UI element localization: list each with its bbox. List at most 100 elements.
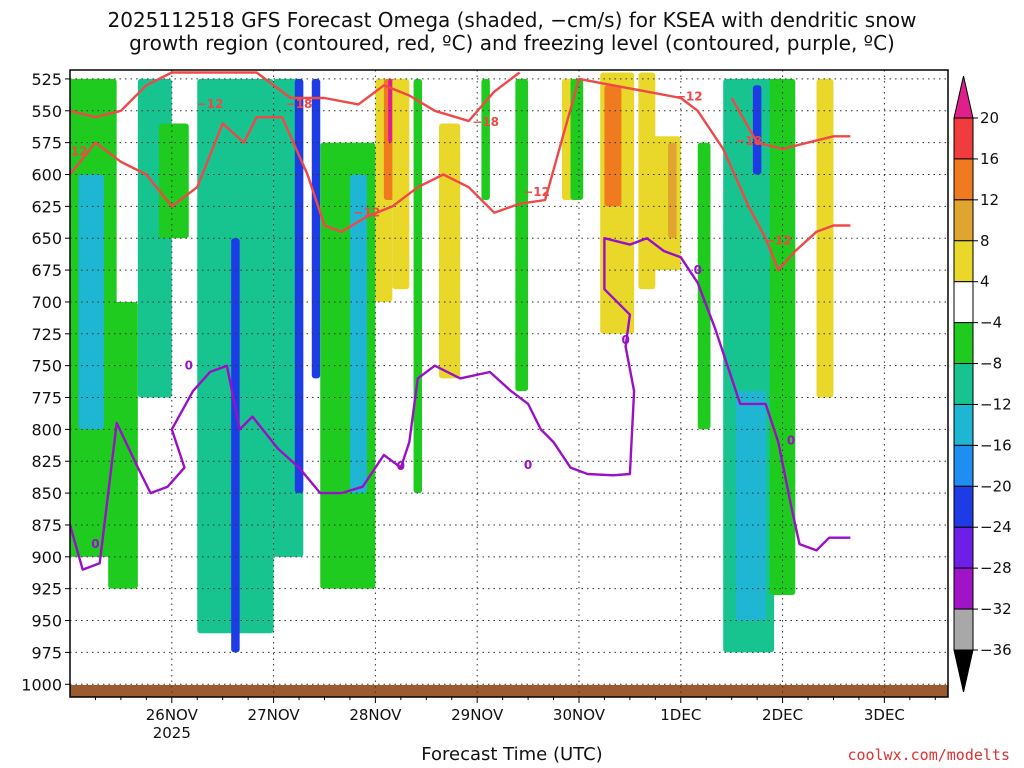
x-tick-label: 28NOV — [349, 706, 402, 724]
colorbar-swatch — [953, 199, 974, 242]
colorbar-swatch — [953, 567, 974, 610]
colorbar-label: −4 — [980, 314, 1002, 332]
colorbar-min-triangle — [953, 649, 974, 693]
y-tick-label: 1000 — [21, 675, 62, 694]
y-tick-label: 650 — [31, 229, 62, 248]
x-year-label: 2025 — [153, 724, 191, 742]
chart-title-line1: 2025112518 GFS Forecast Omega (shaded, −… — [107, 8, 917, 32]
omega-region-26 — [668, 142, 677, 239]
y-tick-label: 550 — [31, 102, 62, 121]
colorbar-swatch — [953, 322, 974, 365]
colorbar-swatch — [953, 281, 974, 324]
omega-region-8 — [294, 78, 304, 494]
omega-region-6 — [231, 238, 240, 653]
colorbar-swatch — [953, 608, 974, 651]
x-tick-label: 1DEC — [660, 706, 701, 724]
colorbar-label: −12 — [980, 395, 1012, 413]
x-tick-label: 2DEC — [762, 706, 803, 724]
x-tick-label: 27NOV — [248, 706, 301, 724]
y-tick-label: 950 — [31, 612, 62, 631]
y-tick-label: 625 — [31, 197, 62, 216]
omega-region-23 — [604, 85, 622, 207]
colorbar-swatch — [953, 240, 974, 283]
colorbar-label: 16 — [980, 150, 999, 168]
chart-title-line2: growth region (contoured, red, ºC) and f… — [129, 31, 895, 55]
colorbar-label: −8 — [980, 355, 1002, 373]
colorbar-max-triangle — [953, 75, 974, 119]
y-tick-label: 525 — [31, 70, 62, 89]
omega-region-11 — [349, 174, 367, 494]
x-tick-label: 26NOV — [146, 706, 199, 724]
omega-region-21 — [570, 78, 584, 200]
y-tick-label: 575 — [31, 134, 62, 153]
x-tick-label: 30NOV — [553, 706, 606, 724]
contour-label: 0 — [397, 459, 405, 473]
omega-region-9 — [311, 78, 321, 379]
contour-label: 0 — [787, 434, 795, 448]
colorbar-label: −24 — [980, 518, 1012, 536]
omega-region-18 — [481, 78, 490, 200]
contour-label: 0 — [91, 537, 99, 551]
colorbar-swatch — [953, 117, 974, 160]
omega-region-17 — [439, 123, 461, 379]
omega-region-30 — [752, 85, 762, 175]
contour-label: −18 — [735, 134, 762, 148]
colorbar-swatch — [953, 444, 974, 487]
x-tick-label: 3DEC — [864, 706, 905, 724]
omega-shading — [70, 72, 834, 653]
contour-label: 0 — [621, 333, 629, 347]
dgz-contour-2 — [730, 97, 851, 151]
colorbar-swatch — [953, 158, 974, 201]
contour-label: −12 — [523, 185, 550, 199]
grid-lines — [70, 70, 948, 697]
y-tick-label: 700 — [31, 293, 62, 312]
colorbar-swatch — [953, 363, 974, 405]
contour-label: −12 — [197, 97, 224, 111]
y-tick-label: 850 — [31, 484, 62, 503]
omega-region-15 — [392, 78, 410, 290]
y-tick-label: 825 — [31, 452, 62, 471]
y-tick-label: 900 — [31, 548, 62, 567]
omega-region-19 — [515, 78, 529, 392]
contour-label: −12 — [61, 144, 88, 158]
y-tick-label: 675 — [31, 261, 62, 280]
omega-region-29 — [735, 391, 766, 621]
x-axis-title: Forecast Time (UTC) — [421, 744, 603, 765]
colorbar-label: −20 — [980, 477, 1012, 495]
freezing-contour-0 — [70, 236, 851, 571]
y-tick-label: 725 — [31, 325, 62, 344]
contour-label: 0 — [694, 263, 702, 277]
dgz-contour-1 — [70, 71, 521, 123]
omega-region-16 — [413, 78, 423, 494]
omega-region-27 — [697, 142, 711, 430]
y-tick-label: 750 — [31, 357, 62, 376]
contour-label: 0 — [524, 458, 532, 472]
colorbar-swatch — [953, 485, 974, 528]
y-tick-label: 975 — [31, 643, 62, 662]
colorbar-label: 8 — [980, 232, 990, 250]
omega-region-31 — [769, 78, 796, 596]
contour-label: 0 — [185, 358, 193, 372]
source-credit: coolwx.com/modelts — [847, 746, 1010, 764]
colorbar: 20 16 12 8 4 −4 −8 −12 −16 −20 −24 −28 −32 −36 — [953, 75, 1012, 693]
contour-label: −12 — [765, 234, 792, 248]
colorbar-label: −28 — [980, 559, 1012, 577]
colorbar-label: −32 — [980, 600, 1012, 618]
colorbar-swatch — [953, 403, 974, 446]
dgz-contour-0 — [70, 77, 851, 272]
colorbar-label: 20 — [980, 109, 999, 127]
axes: 525 550 575 600 625 650 675 700 725 750 775 800 825 8… — [21, 70, 936, 742]
y-tick-label: 600 — [31, 166, 62, 185]
contour-label: −12 — [354, 206, 381, 220]
contour-label: −18 — [286, 97, 313, 111]
x-tick-label: 29NOV — [451, 706, 504, 724]
y-tick-label: 800 — [31, 420, 62, 439]
colorbar-swatch — [953, 526, 974, 569]
contour-lines: −12 −12 −12 −12 −12 −12 −18 −18 −18 0 0 0 0 0 0 0 — [61, 71, 851, 571]
omega-region-2 — [108, 301, 138, 589]
colorbar-label: −36 — [980, 641, 1012, 659]
colorbar-label: 12 — [980, 191, 999, 209]
colorbar-label: 4 — [980, 273, 990, 291]
contour-label: −12 — [676, 90, 703, 104]
